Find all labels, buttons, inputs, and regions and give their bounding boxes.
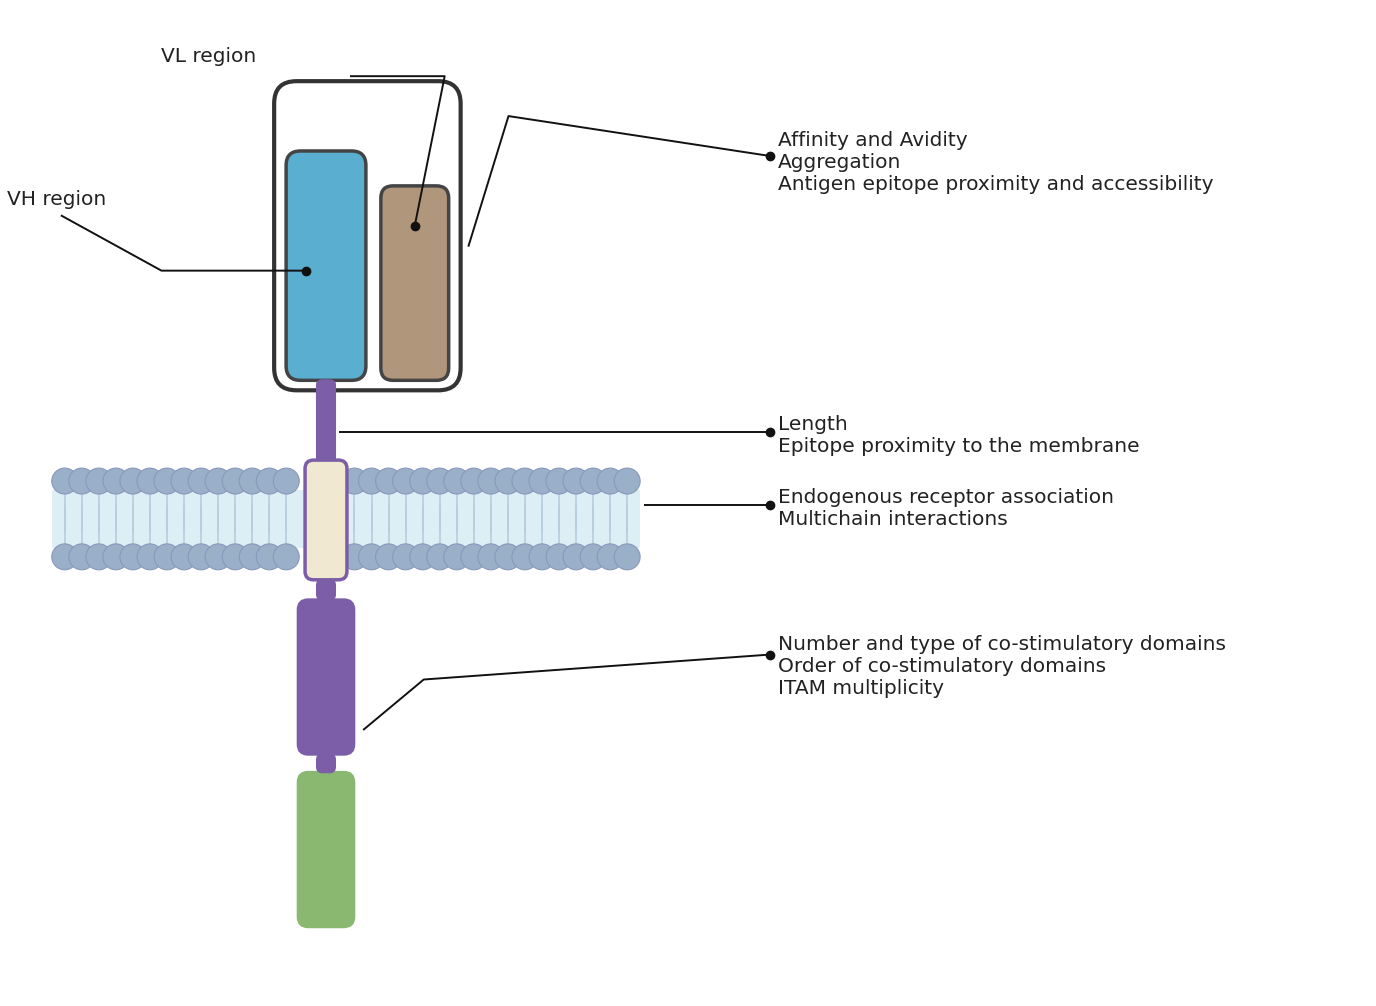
Circle shape (103, 544, 129, 569)
Circle shape (444, 468, 469, 494)
Circle shape (239, 468, 266, 494)
FancyBboxPatch shape (305, 460, 347, 579)
Circle shape (69, 468, 95, 494)
Circle shape (189, 544, 215, 569)
Circle shape (359, 544, 384, 569)
FancyBboxPatch shape (299, 773, 354, 927)
FancyBboxPatch shape (299, 600, 354, 754)
Circle shape (392, 544, 418, 569)
Circle shape (444, 544, 469, 569)
Circle shape (120, 468, 146, 494)
Text: VL region: VL region (161, 47, 257, 66)
Circle shape (154, 468, 180, 494)
Circle shape (546, 468, 572, 494)
Circle shape (477, 468, 504, 494)
Circle shape (376, 468, 402, 494)
Circle shape (85, 544, 111, 569)
Circle shape (528, 544, 555, 569)
Circle shape (528, 468, 555, 494)
FancyBboxPatch shape (316, 579, 334, 600)
Circle shape (512, 544, 538, 569)
Circle shape (461, 468, 487, 494)
Circle shape (138, 544, 162, 569)
Circle shape (410, 544, 436, 569)
Text: Length: Length (777, 415, 848, 435)
Circle shape (597, 468, 623, 494)
Circle shape (581, 544, 605, 569)
Circle shape (341, 468, 367, 494)
Circle shape (103, 468, 129, 494)
Circle shape (205, 468, 231, 494)
Circle shape (171, 544, 197, 569)
Circle shape (581, 468, 605, 494)
Text: Order of co-stimulatory domains: Order of co-stimulatory domains (777, 657, 1106, 676)
FancyBboxPatch shape (316, 380, 334, 470)
Circle shape (410, 468, 436, 494)
Circle shape (614, 544, 640, 569)
Text: VH region: VH region (7, 190, 106, 209)
FancyBboxPatch shape (316, 754, 334, 773)
Circle shape (205, 544, 231, 569)
Circle shape (222, 544, 248, 569)
Circle shape (477, 544, 504, 569)
Circle shape (120, 544, 146, 569)
Text: Aggregation: Aggregation (777, 153, 901, 172)
Circle shape (239, 544, 266, 569)
Circle shape (563, 468, 589, 494)
Circle shape (341, 544, 367, 569)
Circle shape (512, 468, 538, 494)
Text: Antigen epitope proximity and accessibility: Antigen epitope proximity and accessibil… (777, 175, 1214, 194)
Circle shape (256, 468, 282, 494)
Circle shape (614, 468, 640, 494)
FancyBboxPatch shape (286, 151, 366, 380)
Circle shape (222, 468, 248, 494)
Text: ITAM multiplicity: ITAM multiplicity (777, 678, 944, 697)
Circle shape (189, 468, 215, 494)
Circle shape (274, 544, 299, 569)
Circle shape (359, 468, 384, 494)
FancyBboxPatch shape (316, 380, 334, 460)
Circle shape (154, 544, 180, 569)
Text: Multichain interactions: Multichain interactions (777, 510, 1007, 529)
Text: Number and type of co-stimulatory domains: Number and type of co-stimulatory domain… (777, 635, 1226, 654)
Circle shape (427, 468, 453, 494)
FancyBboxPatch shape (381, 186, 449, 380)
Circle shape (85, 468, 111, 494)
Circle shape (52, 544, 77, 569)
Circle shape (495, 544, 522, 569)
Text: Epitope proximity to the membrane: Epitope proximity to the membrane (777, 438, 1139, 456)
Bar (52, 490, 640, 548)
Circle shape (274, 468, 299, 494)
Circle shape (427, 544, 453, 569)
Circle shape (138, 468, 162, 494)
Text: Endogenous receptor association: Endogenous receptor association (777, 488, 1113, 507)
Circle shape (392, 468, 418, 494)
Circle shape (563, 544, 589, 569)
Circle shape (461, 544, 487, 569)
Circle shape (171, 468, 197, 494)
Circle shape (376, 544, 402, 569)
Circle shape (256, 544, 282, 569)
Circle shape (495, 468, 522, 494)
Circle shape (597, 544, 623, 569)
Circle shape (546, 544, 572, 569)
Circle shape (52, 468, 77, 494)
Text: Affinity and Avidity: Affinity and Avidity (777, 131, 967, 150)
Circle shape (69, 544, 95, 569)
